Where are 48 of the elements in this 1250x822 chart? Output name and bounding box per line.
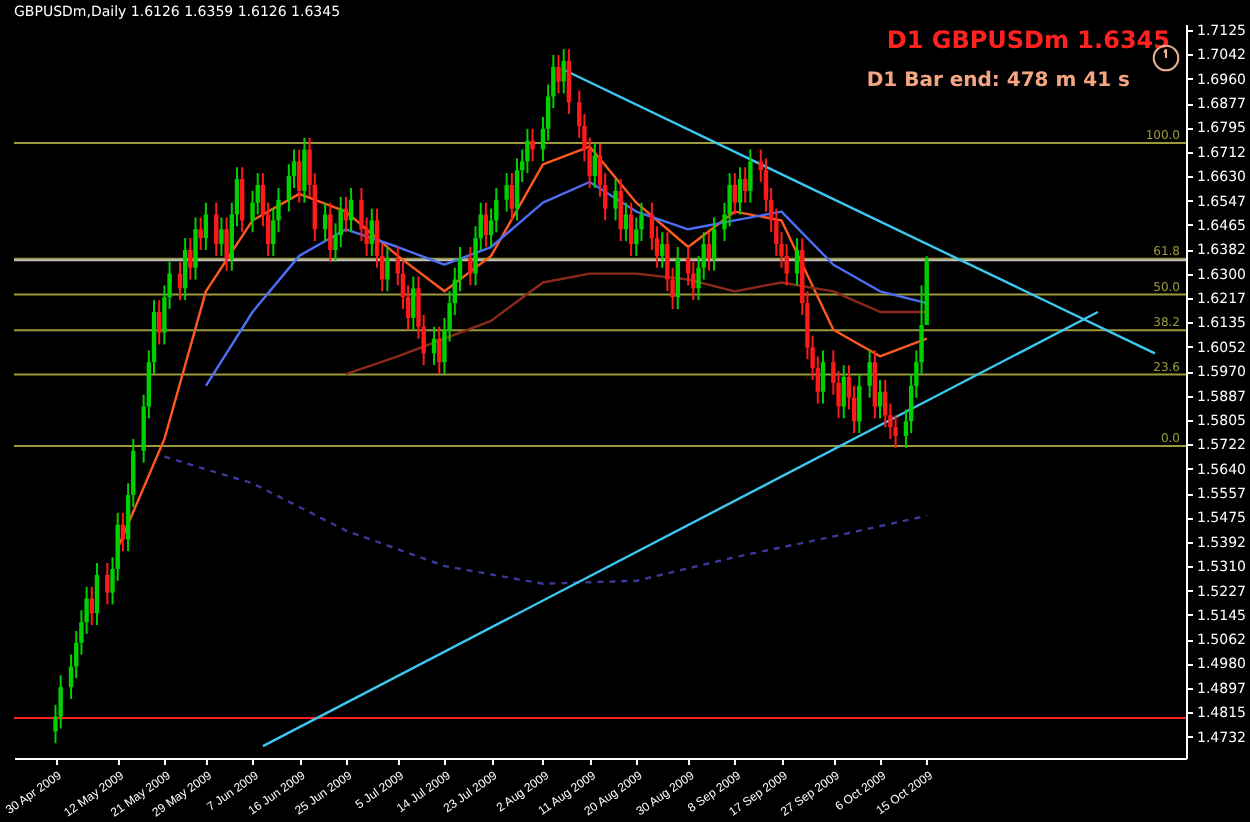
- candlestick: [411, 275, 416, 331]
- candlestick: [302, 136, 307, 204]
- candlestick: [841, 364, 846, 420]
- candlestick: [385, 246, 390, 293]
- candlestick: [193, 216, 198, 281]
- candlestick: [743, 166, 748, 204]
- line-series: [163, 455, 928, 585]
- candlestick: [157, 299, 162, 346]
- candlestick: [592, 142, 598, 189]
- candlestick: [618, 178, 623, 243]
- candlestick: [732, 172, 738, 216]
- candlestick: [867, 349, 872, 399]
- candlestick: [525, 127, 530, 175]
- candlestick: [877, 378, 883, 420]
- candlestick: [369, 207, 375, 257]
- candlestick: [820, 349, 826, 405]
- candlestick: [198, 216, 203, 251]
- candlestick: [328, 201, 333, 263]
- candlestick: [711, 216, 717, 272]
- candlestick: [857, 373, 862, 435]
- candlestick: [224, 216, 229, 272]
- candlestick: [504, 172, 509, 213]
- candlestick: [748, 148, 753, 204]
- candlestick: [182, 237, 188, 302]
- candlestick: [514, 157, 520, 222]
- candlestick: [530, 127, 535, 163]
- candlestick: [468, 246, 473, 287]
- candlestick: [556, 54, 561, 95]
- candlestick: [566, 48, 572, 116]
- line-series: [204, 180, 928, 388]
- annotation: D1 Bar end: 478 m 41 s: [866, 70, 1131, 92]
- candlestick: [675, 246, 680, 311]
- candlestick: [660, 231, 665, 269]
- candlestick: [188, 237, 193, 281]
- annotation: D1 GBPUSDm 1.6345: [886, 26, 1170, 54]
- candlestick: [105, 562, 110, 606]
- candlestick: [706, 231, 712, 272]
- candlestick: [794, 237, 800, 287]
- candlestick: [561, 48, 566, 95]
- candlestick: [613, 178, 618, 222]
- candlestick: [509, 172, 515, 222]
- candlestick: [872, 349, 878, 420]
- candlestick: [89, 585, 94, 627]
- candlestick: [94, 562, 100, 627]
- candlestick: [297, 148, 302, 204]
- candlestick: [219, 216, 224, 257]
- candlestick: [737, 166, 743, 216]
- candlestick: [239, 166, 245, 234]
